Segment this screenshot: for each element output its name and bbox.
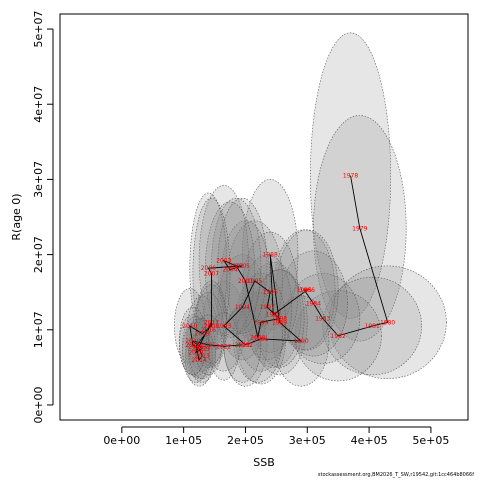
x-axis: 0e+00 1e+05 2e+05 3e+05 4e+05 5e+05 <box>103 426 449 447</box>
year-label-2006: 2006 <box>201 265 216 272</box>
year-label-2003: 2003 <box>216 258 231 265</box>
year-label-1991: 1991 <box>253 336 268 343</box>
year-label-2001: 2001 <box>238 278 253 285</box>
year-label-2017: 2017 <box>204 319 219 326</box>
year-label-2000: 2000 <box>250 334 265 341</box>
year-label-1986: 1986 <box>300 287 315 294</box>
year-label-2014: 2014 <box>191 357 206 364</box>
year-label-1983: 1983 <box>315 316 330 323</box>
year-label-2012: 2012 <box>191 346 206 353</box>
y-tick-label: 2e+07 <box>32 236 45 273</box>
year-label-2021: 2021 <box>201 342 216 349</box>
x-tick-label: 0e+00 <box>103 434 140 447</box>
y-tick-label: 0e+00 <box>32 386 45 423</box>
y-tick-label: 3e+07 <box>32 161 45 198</box>
x-tick-label: 1e+05 <box>165 434 202 447</box>
footer-source-text: stockassessment.org,BM2026_T_SW,r19542,g… <box>317 472 474 478</box>
year-label-1997: 1997 <box>259 304 274 311</box>
year-label-2002: 2002 <box>229 263 244 270</box>
year-label-2007: 2007 <box>204 270 219 277</box>
year-label-1982: 1982 <box>331 333 346 340</box>
plot-frame <box>59 13 469 421</box>
y-axis-label: R(age 0) <box>10 193 23 240</box>
year-label-1995: 1995 <box>247 278 262 285</box>
year-label-1981: 1981 <box>365 323 380 330</box>
year-label-2022: 2022 <box>216 343 231 350</box>
x-tick-label: 5e+05 <box>412 434 449 447</box>
year-label-2015: 2015 <box>188 343 203 350</box>
y-tick-label: 4e+07 <box>32 86 45 123</box>
year-label-1978: 1978 <box>343 173 358 180</box>
year-label-2020: 2020 <box>185 338 200 345</box>
year-label-2013: 2013 <box>195 353 210 360</box>
year-label-2011: 2011 <box>185 342 200 349</box>
year-label-1987: 1987 <box>266 312 281 319</box>
year-label-2016: 2016 <box>201 327 216 334</box>
y-tick-label: 5e+07 <box>32 11 45 48</box>
year-label-2019: 2019 <box>195 346 210 353</box>
year-label-2004: 2004 <box>222 267 237 274</box>
x-tick-label: 4e+05 <box>351 434 388 447</box>
year-label-1980: 1980 <box>380 319 395 326</box>
year-label-1990: 1990 <box>293 338 308 345</box>
series-line-group <box>189 175 389 361</box>
x-tick-label: 3e+05 <box>289 434 326 447</box>
year-label-2005: 2005 <box>235 263 250 270</box>
year-label-2009: 2009 <box>195 331 210 338</box>
ssb-recruitment-path <box>189 175 389 361</box>
year-label-1992: 1992 <box>238 342 253 349</box>
year-label-2008: 2008 <box>204 323 219 330</box>
year-label-2018: 2018 <box>188 349 203 356</box>
x-axis-label: SSB <box>253 456 275 469</box>
year-label-1984: 1984 <box>306 300 321 307</box>
year-label-1979: 1979 <box>352 225 367 232</box>
y-tick-label: 1e+07 <box>32 311 45 348</box>
year-label-2023: 2023 <box>235 342 250 349</box>
year-label-1985: 1985 <box>297 287 312 294</box>
year-label-1993: 1993 <box>216 323 231 330</box>
year-label-1988: 1988 <box>263 252 278 259</box>
year-label-1989: 1989 <box>272 319 287 326</box>
year-label-1996: 1996 <box>263 289 278 296</box>
year-label-1998: 1998 <box>272 316 287 323</box>
year-label-2010: 2010 <box>182 323 197 330</box>
year-label-1999: 1999 <box>253 319 268 326</box>
y-axis: 0e+00 1e+07 2e+07 3e+07 4e+07 5e+07 <box>32 11 54 423</box>
x-tick-label: 2e+05 <box>227 434 264 447</box>
year-label-1994: 1994 <box>235 304 250 311</box>
